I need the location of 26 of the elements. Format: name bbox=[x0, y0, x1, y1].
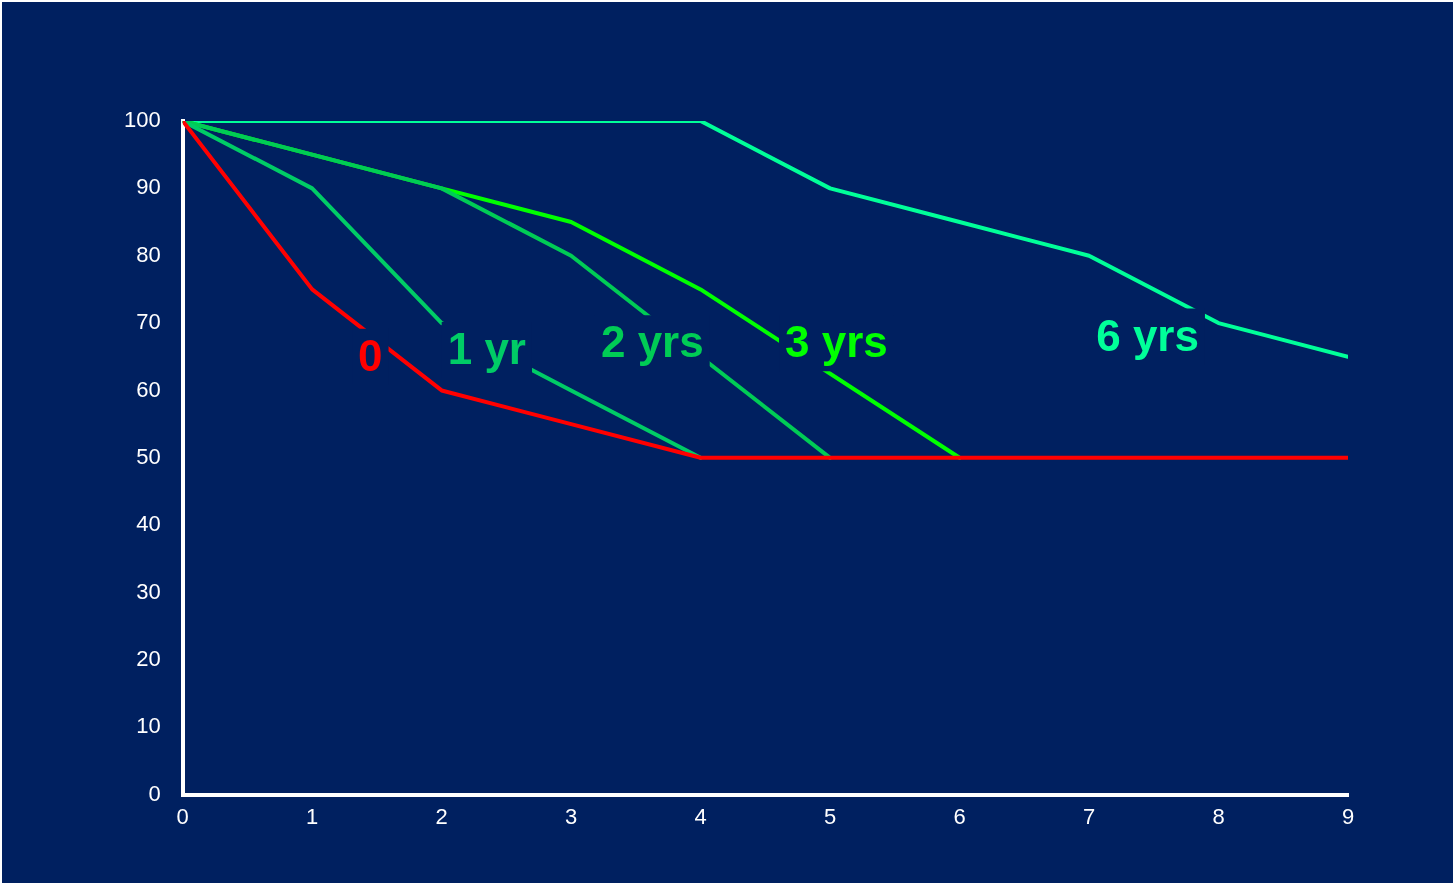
y-tick-label: 0 bbox=[148, 780, 161, 806]
series-label: 1 yr bbox=[447, 324, 526, 374]
x-tick-label: 3 bbox=[565, 803, 578, 829]
y-tick-label: 40 bbox=[136, 511, 161, 537]
y-tick-label: 30 bbox=[136, 578, 161, 604]
x-tick-label: 7 bbox=[1082, 803, 1096, 829]
x-tick-label: 4 bbox=[694, 803, 707, 829]
y-tick-label: 90 bbox=[136, 174, 161, 200]
x-tick-label: 1 bbox=[306, 803, 319, 829]
y-tick-label: 80 bbox=[136, 241, 161, 267]
x-tick-label: 8 bbox=[1212, 803, 1225, 829]
series-label: 6 yrs bbox=[1096, 310, 1199, 360]
series-label: 3 yrs bbox=[785, 317, 888, 367]
x-tick-label: 9 bbox=[1341, 803, 1355, 829]
y-tick-label: 70 bbox=[136, 309, 161, 335]
x-tick-label: 6 bbox=[953, 803, 966, 829]
series-label: 2 yrs bbox=[600, 317, 704, 367]
x-tick-label: 5 bbox=[823, 803, 837, 829]
x-tick-label: 0 bbox=[176, 803, 189, 829]
x-tick-label: 2 bbox=[435, 803, 448, 829]
y-tick-label: 10 bbox=[136, 713, 161, 739]
y-tick-label: 60 bbox=[136, 376, 161, 402]
y-tick-label: 50 bbox=[136, 443, 161, 469]
y-tick-label: 100 bbox=[123, 107, 161, 133]
y-tick-label: 20 bbox=[136, 645, 161, 671]
series-label: 0 bbox=[358, 330, 383, 380]
